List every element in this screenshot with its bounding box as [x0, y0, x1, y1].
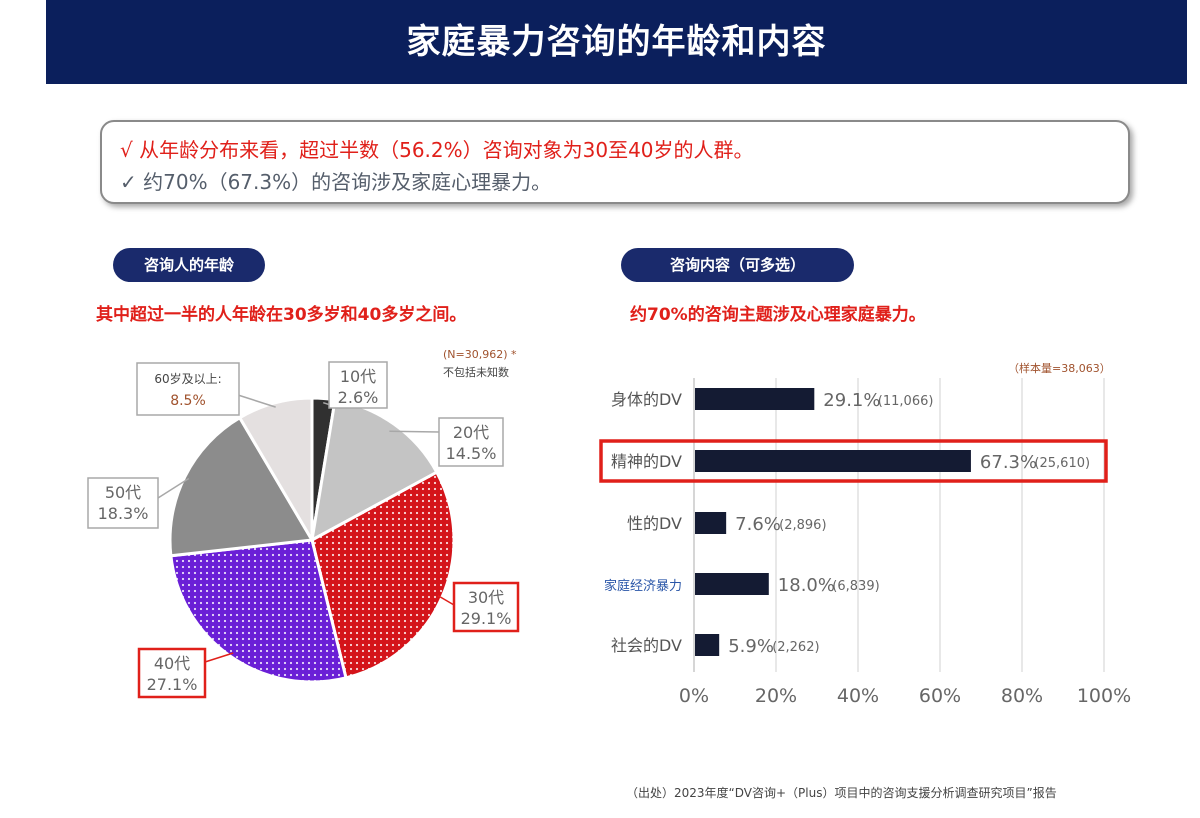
- pie-label-box-4: [87, 477, 159, 529]
- bar-category-1: 精神的DV: [611, 452, 682, 471]
- pie-label-3: 40代: [154, 654, 190, 673]
- content-subtitle: 约70%的咨询主题涉及心理家庭暴力。: [630, 305, 926, 325]
- pie-leader-3: [204, 652, 234, 663]
- bar-2: [695, 512, 727, 534]
- pie-label-5: 60岁及以上:: [154, 371, 221, 386]
- pie-slice-3: [169, 538, 348, 684]
- summary-line-2: ✓ 约70%（67.3%）的咨询涉及家庭心理暴力。: [120, 170, 552, 194]
- header-bar: [46, 0, 1187, 84]
- pie-label-box-1: [438, 417, 504, 467]
- pie-label-box-0: [328, 361, 388, 409]
- pie-value-0: 2.6%: [338, 388, 379, 407]
- pie-label-box-2: [452, 581, 520, 633]
- bar-value-3: 18.0%: [778, 575, 835, 596]
- bar-value-1: 67.3%: [980, 452, 1037, 473]
- bar-value-4: 5.9%: [728, 636, 774, 657]
- pie-exclusion-note: 不包括未知数: [443, 365, 509, 379]
- age-subtitle: 其中超过一半的人年龄在30多岁和40多岁之间。: [96, 305, 467, 325]
- bar-category-4: 社会的DV: [611, 636, 682, 655]
- bar-xtick-3: 60%: [919, 685, 961, 707]
- bar-0: [695, 388, 815, 410]
- pie-value-1: 14.5%: [446, 444, 497, 463]
- pie-sample-note: (N=30,962) *: [443, 348, 517, 361]
- bar-1: [695, 450, 971, 472]
- pie-label-box-5: [136, 362, 240, 416]
- bar-count-1: (25,610): [1034, 456, 1090, 471]
- bar-sample-note: （样本量=38,063）: [1008, 361, 1111, 375]
- bar-category-3: 家庭经济暴力: [604, 578, 682, 594]
- pie-leader-5: [237, 394, 276, 408]
- bar-xtick-0: 0%: [679, 685, 709, 707]
- page-title: 家庭暴力咨询的年龄和内容: [406, 22, 827, 62]
- bar-3: [695, 573, 769, 595]
- bar-xtick-2: 40%: [837, 685, 879, 707]
- bar-count-3: (6,839): [832, 579, 879, 594]
- bar-4: [695, 634, 720, 656]
- pie-label-4: 50代: [105, 483, 141, 502]
- bar-xtick-5: 100%: [1077, 685, 1131, 707]
- bar-xtick-4: 80%: [1001, 685, 1043, 707]
- bar-count-2: (2,896): [779, 518, 826, 533]
- pie-slice-5: [237, 396, 314, 546]
- bar-count-0: (11,066): [878, 394, 934, 409]
- age-section-pill: 咨询人的年龄: [113, 248, 265, 282]
- bar-category-0: 身体的DV: [611, 390, 682, 409]
- pie-slice-4: [168, 415, 315, 558]
- pie-label-0: 10代: [340, 367, 376, 386]
- pie-value-5: 8.5%: [170, 393, 206, 409]
- pie-value-3: 27.1%: [147, 675, 198, 694]
- bar-category-2: 性的DV: [627, 514, 682, 533]
- bar-highlight-box: [599, 439, 1108, 483]
- pie-label-2: 30代: [468, 588, 504, 607]
- bar-xtick-1: 20%: [755, 685, 797, 707]
- pie-value-2: 29.1%: [461, 609, 512, 628]
- pie-leader-4: [157, 477, 190, 499]
- pie-label-box-3: [137, 647, 207, 699]
- summary-line-1: √ 从年龄分布来看，超过半数（56.2%）咨询对象为30至40岁的人群。: [120, 138, 754, 162]
- pie-label-1: 20代: [453, 423, 489, 442]
- bar-value-2: 7.6%: [735, 514, 781, 535]
- pie-value-4: 18.3%: [98, 504, 149, 523]
- pie-leader-1: [389, 430, 440, 433]
- bar-value-0: 29.1%: [823, 390, 880, 411]
- source-footnote: （出处）2023年度“DV咨询+（Plus）项目中的咨询支援分析调查研究项目”报…: [626, 786, 1057, 800]
- summary-box: √ 从年龄分布来看，超过半数（56.2%）咨询对象为30至40岁的人群。 ✓ 约…: [100, 120, 1130, 204]
- pie-leader-2: [437, 594, 455, 606]
- bar-count-4: (2,262): [772, 640, 819, 655]
- content-section-pill: 咨询内容（可多选）: [621, 248, 854, 282]
